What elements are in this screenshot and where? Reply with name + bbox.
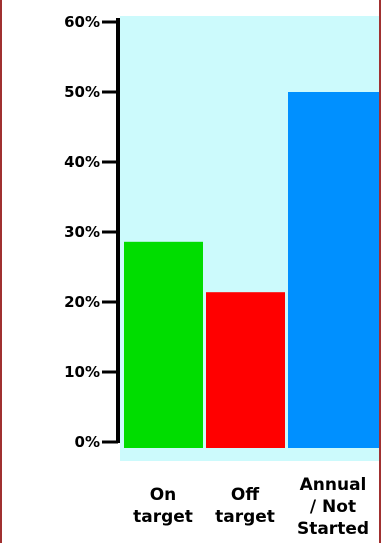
bars-group	[124, 92, 379, 448]
y-tick-label: 40%	[64, 153, 100, 171]
bar-2	[288, 92, 379, 448]
y-tick-label: 10%	[64, 363, 100, 381]
y-tick-label: 30%	[64, 223, 100, 241]
x-category-label: Annual / Not Started	[297, 475, 369, 539]
bar-0	[124, 241, 203, 448]
y-tick-label: 20%	[64, 293, 100, 311]
y-tick-label: 0%	[75, 433, 100, 451]
y-ticks-group: 0% 10% 20% 30% 40% 50% 60%	[64, 13, 118, 451]
y-tick-label: 60%	[64, 13, 100, 31]
x-labels-group: On target Off target Annual / Not Started	[133, 475, 369, 539]
bar-1	[206, 292, 285, 448]
y-tick-label: 50%	[64, 83, 100, 101]
x-category-label: On target	[133, 485, 193, 527]
x-category-label: Off target	[215, 485, 275, 527]
